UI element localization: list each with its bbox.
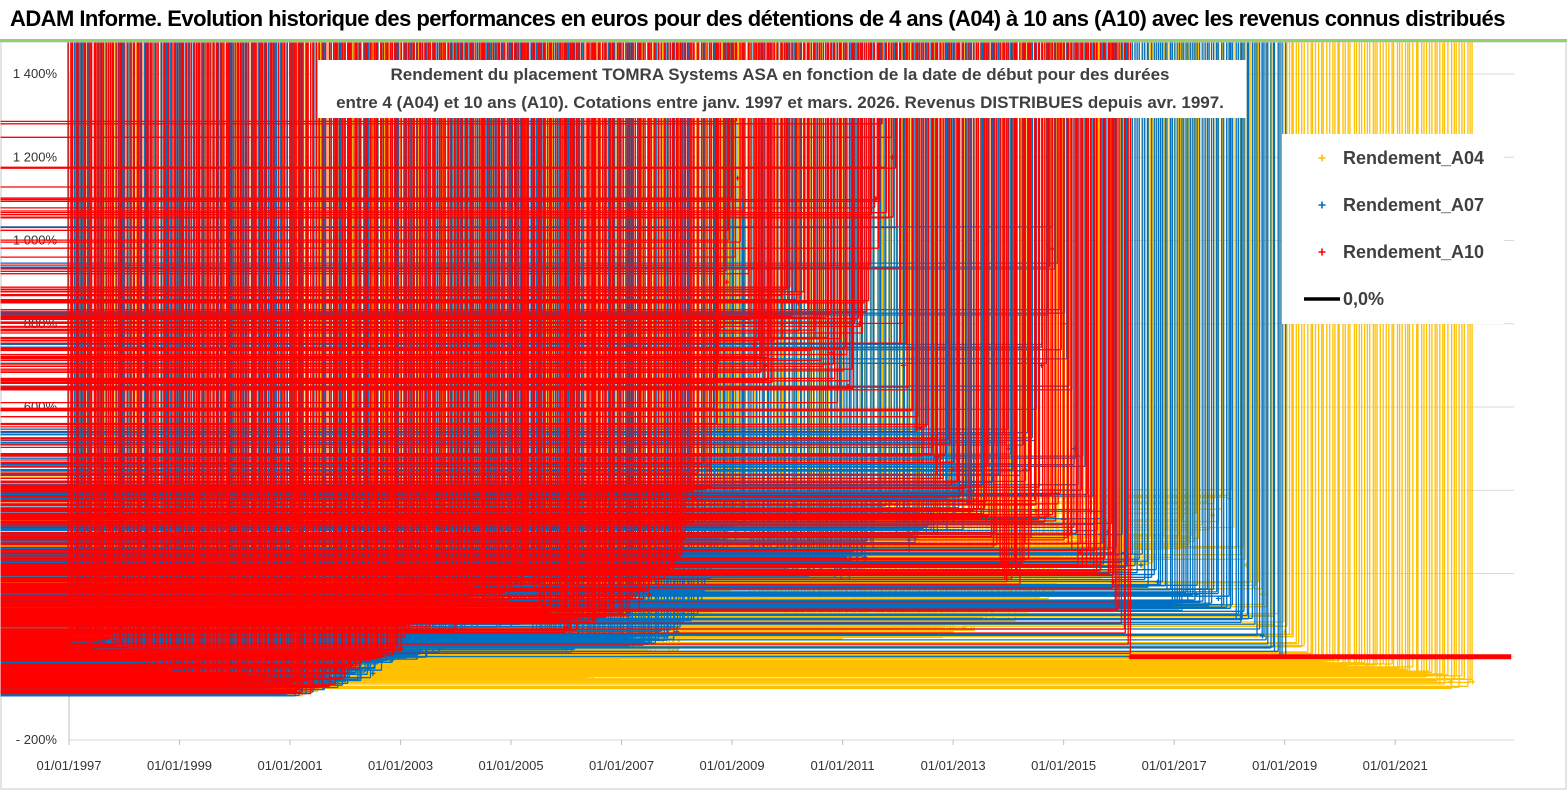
y-tick-label: 1 200%	[13, 149, 58, 164]
banner: ADAM Informe. Evolution historique des p…	[0, 0, 1567, 42]
x-tick-label: 01/01/2009	[700, 758, 765, 773]
x-tick-label: 01/01/2003	[368, 758, 433, 773]
series-rendement_a07-point	[1138, 562, 1144, 568]
chart-title-background	[318, 60, 1246, 118]
chart-title-line-2: entre 4 (A04) et 10 ans (A10). Cotations…	[336, 93, 1224, 112]
legend-label: Rendement_A04	[1343, 148, 1484, 168]
chart-title: Rendement du placement TOMRA Systems ASA…	[318, 60, 1246, 118]
y-tick-label: - 200%	[16, 732, 58, 747]
x-tick-label: 01/01/2011	[811, 758, 875, 773]
legend-label: Rendement_A10	[1343, 242, 1484, 262]
x-tick-label: 01/01/2001	[257, 758, 322, 773]
x-tick-label: 01/01/1999	[147, 758, 212, 773]
x-tick-label: 01/01/2005	[479, 758, 544, 773]
series-rendement_a10-point	[724, 279, 730, 285]
legend-label: Rendement_A07	[1343, 195, 1484, 215]
x-tick-label: 01/01/2021	[1363, 758, 1428, 773]
chart-title-line-1: Rendement du placement TOMRA Systems ASA…	[391, 65, 1170, 84]
series-rendement_a10-point	[900, 362, 906, 368]
legend-background	[1282, 134, 1504, 324]
banner-title: ADAM Informe. Evolution historique des p…	[10, 6, 1505, 31]
series-rendement_a10-cloud	[0, 42, 1132, 695]
series-rendement_a10-point	[889, 154, 895, 160]
series-rendement_a07-point	[1260, 633, 1266, 639]
legend-label: 0,0%	[1343, 289, 1384, 309]
x-tick-label: 01/01/2015	[1031, 758, 1096, 773]
x-tick-label: 01/01/1997	[36, 758, 101, 773]
series-rendement_a10-point	[1033, 508, 1039, 514]
chart: - 200%0%200%400%600%800%1 000%1 200%1 40…	[0, 42, 1567, 790]
plot-area	[0, 42, 1512, 697]
x-tick-label: 01/01/2017	[1142, 758, 1207, 773]
x-tick-label: 01/01/2013	[921, 758, 986, 773]
x-axis-ticks: 01/01/1997 01/01/1999 01/01/2001 01/01/2003…	[36, 740, 1428, 773]
legend-marker-rendement_a07	[1318, 201, 1326, 209]
series-rendement_a07-point	[370, 670, 376, 676]
series-rendement_a10-point	[646, 591, 652, 597]
x-tick-label: 01/01/2007	[589, 758, 654, 773]
series-rendement_a04-point	[1470, 679, 1476, 685]
legend-marker-rendement_a04	[1318, 154, 1326, 162]
legend-marker-rendement_a10	[1318, 248, 1326, 256]
x-tick-label: 01/01/2019	[1252, 758, 1317, 773]
series-rendement_a10-point	[735, 175, 741, 181]
y-tick-label: 1 400%	[13, 66, 58, 81]
legend: Rendement_A04 Rendement_A07 Rendement_A10 0…	[1282, 134, 1504, 324]
y-tick-label: 600%	[24, 399, 58, 414]
